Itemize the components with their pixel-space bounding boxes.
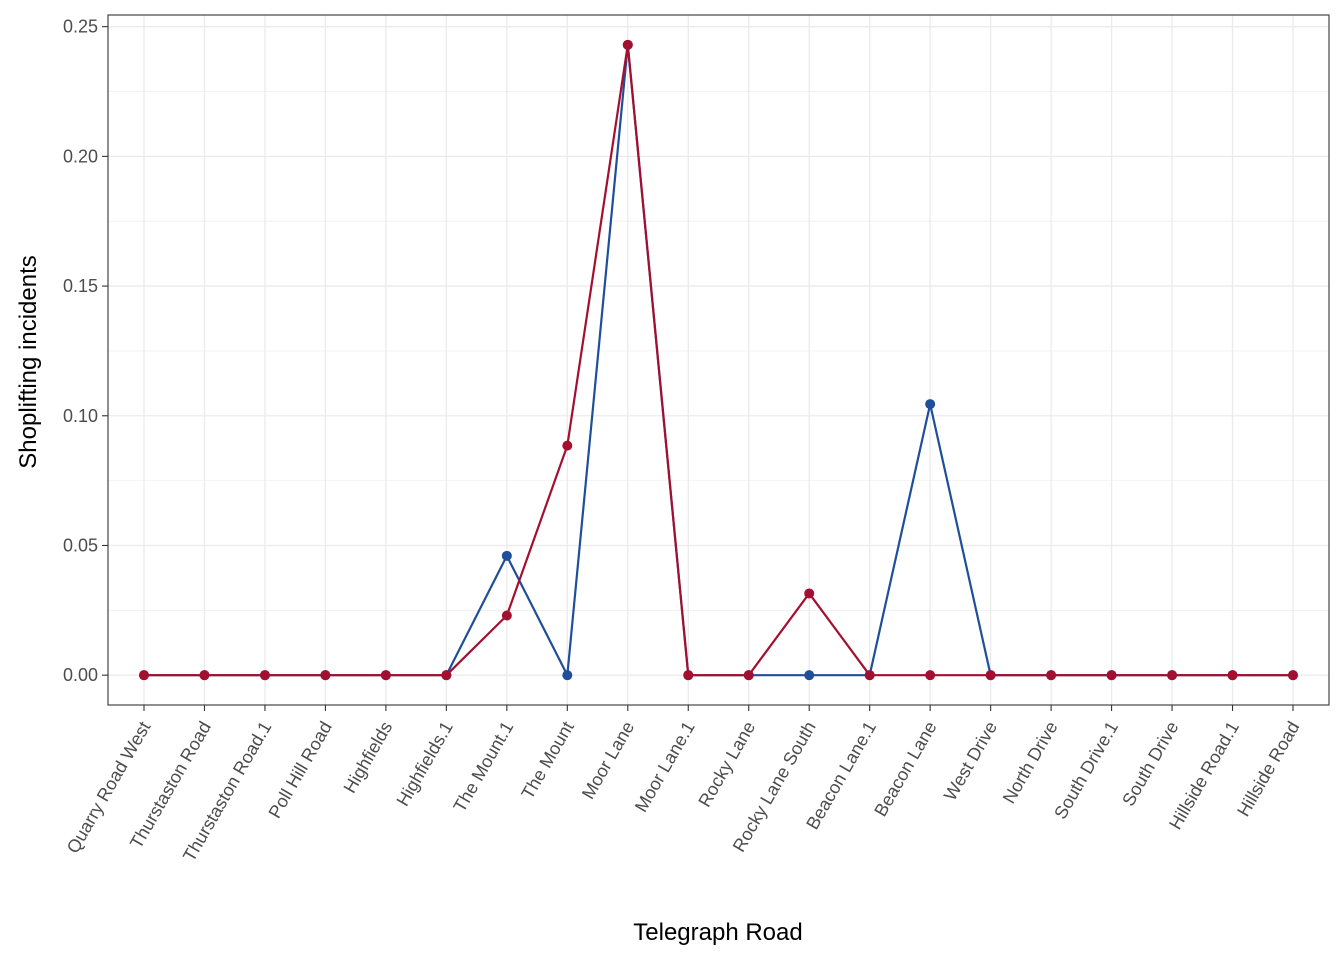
y-axis: 0.00 0.05 0.10 0.15 0.20 0.25 [63,17,108,685]
y-tick-label: 0.00 [63,665,98,685]
plot-panel-border [107,14,1330,706]
y-tick-label: 0.20 [63,146,98,166]
x-tick-label: Rocky Lane [694,718,759,810]
series-2-point [1227,670,1238,681]
series-1-point [804,670,815,681]
series-1-point [925,399,936,410]
y-tick-label: 0.10 [63,406,98,426]
x-tick-label: The Mount.1 [449,718,517,816]
series-1-point [501,550,512,561]
y-tick-label: 0.05 [63,535,98,555]
x-tick-label: North Drive [999,718,1062,807]
series-2-point [1167,670,1178,681]
x-tick-label: Highfields.1 [392,718,456,809]
x-tick-label: West Drive [940,718,1001,804]
series-2-point [441,670,452,681]
series-2-point [139,670,149,681]
x-tick-label: South Drive [1118,718,1182,809]
x-axis-title: Telegraph Road [633,919,802,946]
series-2-point [380,670,391,681]
series-2-point [1106,670,1117,681]
x-tick-label: The Mount [517,718,577,803]
series-2-point [199,670,210,681]
x-tick-label: Moor Lane [578,718,638,803]
series-2-point [622,39,633,50]
series-2-point [804,588,815,599]
series-1-point [562,670,573,681]
series-2-point [562,440,573,451]
y-tick-label: 0.25 [63,17,98,37]
series-2-point [501,610,512,621]
plot-background [108,15,1329,705]
series-2-point [320,670,331,681]
x-tick-label: Highfields [340,718,397,796]
series-2-point [864,670,875,681]
series-2-point [1288,670,1298,681]
series-2-point [925,670,936,681]
series-2-point [259,670,270,681]
x-tick-label: Moor Lane.1 [631,718,699,816]
y-tick-label: 0.15 [63,276,98,296]
series-2-line [144,43,1293,677]
series-layer [139,39,1298,681]
series-2-point [1046,670,1057,681]
x-tick-label: Hillside Road [1233,718,1303,820]
series-2-point [985,670,996,681]
series-2-point [683,670,694,681]
x-tick-label: Poll Hill Road [265,718,336,822]
x-tick-label: South Drive.1 [1050,718,1122,822]
series-2-point [743,670,754,681]
minor-gridlines [108,91,1329,611]
y-axis-title: Shoplifting incidents [15,255,42,468]
x-tick-label: Beacon Lane [870,718,940,820]
